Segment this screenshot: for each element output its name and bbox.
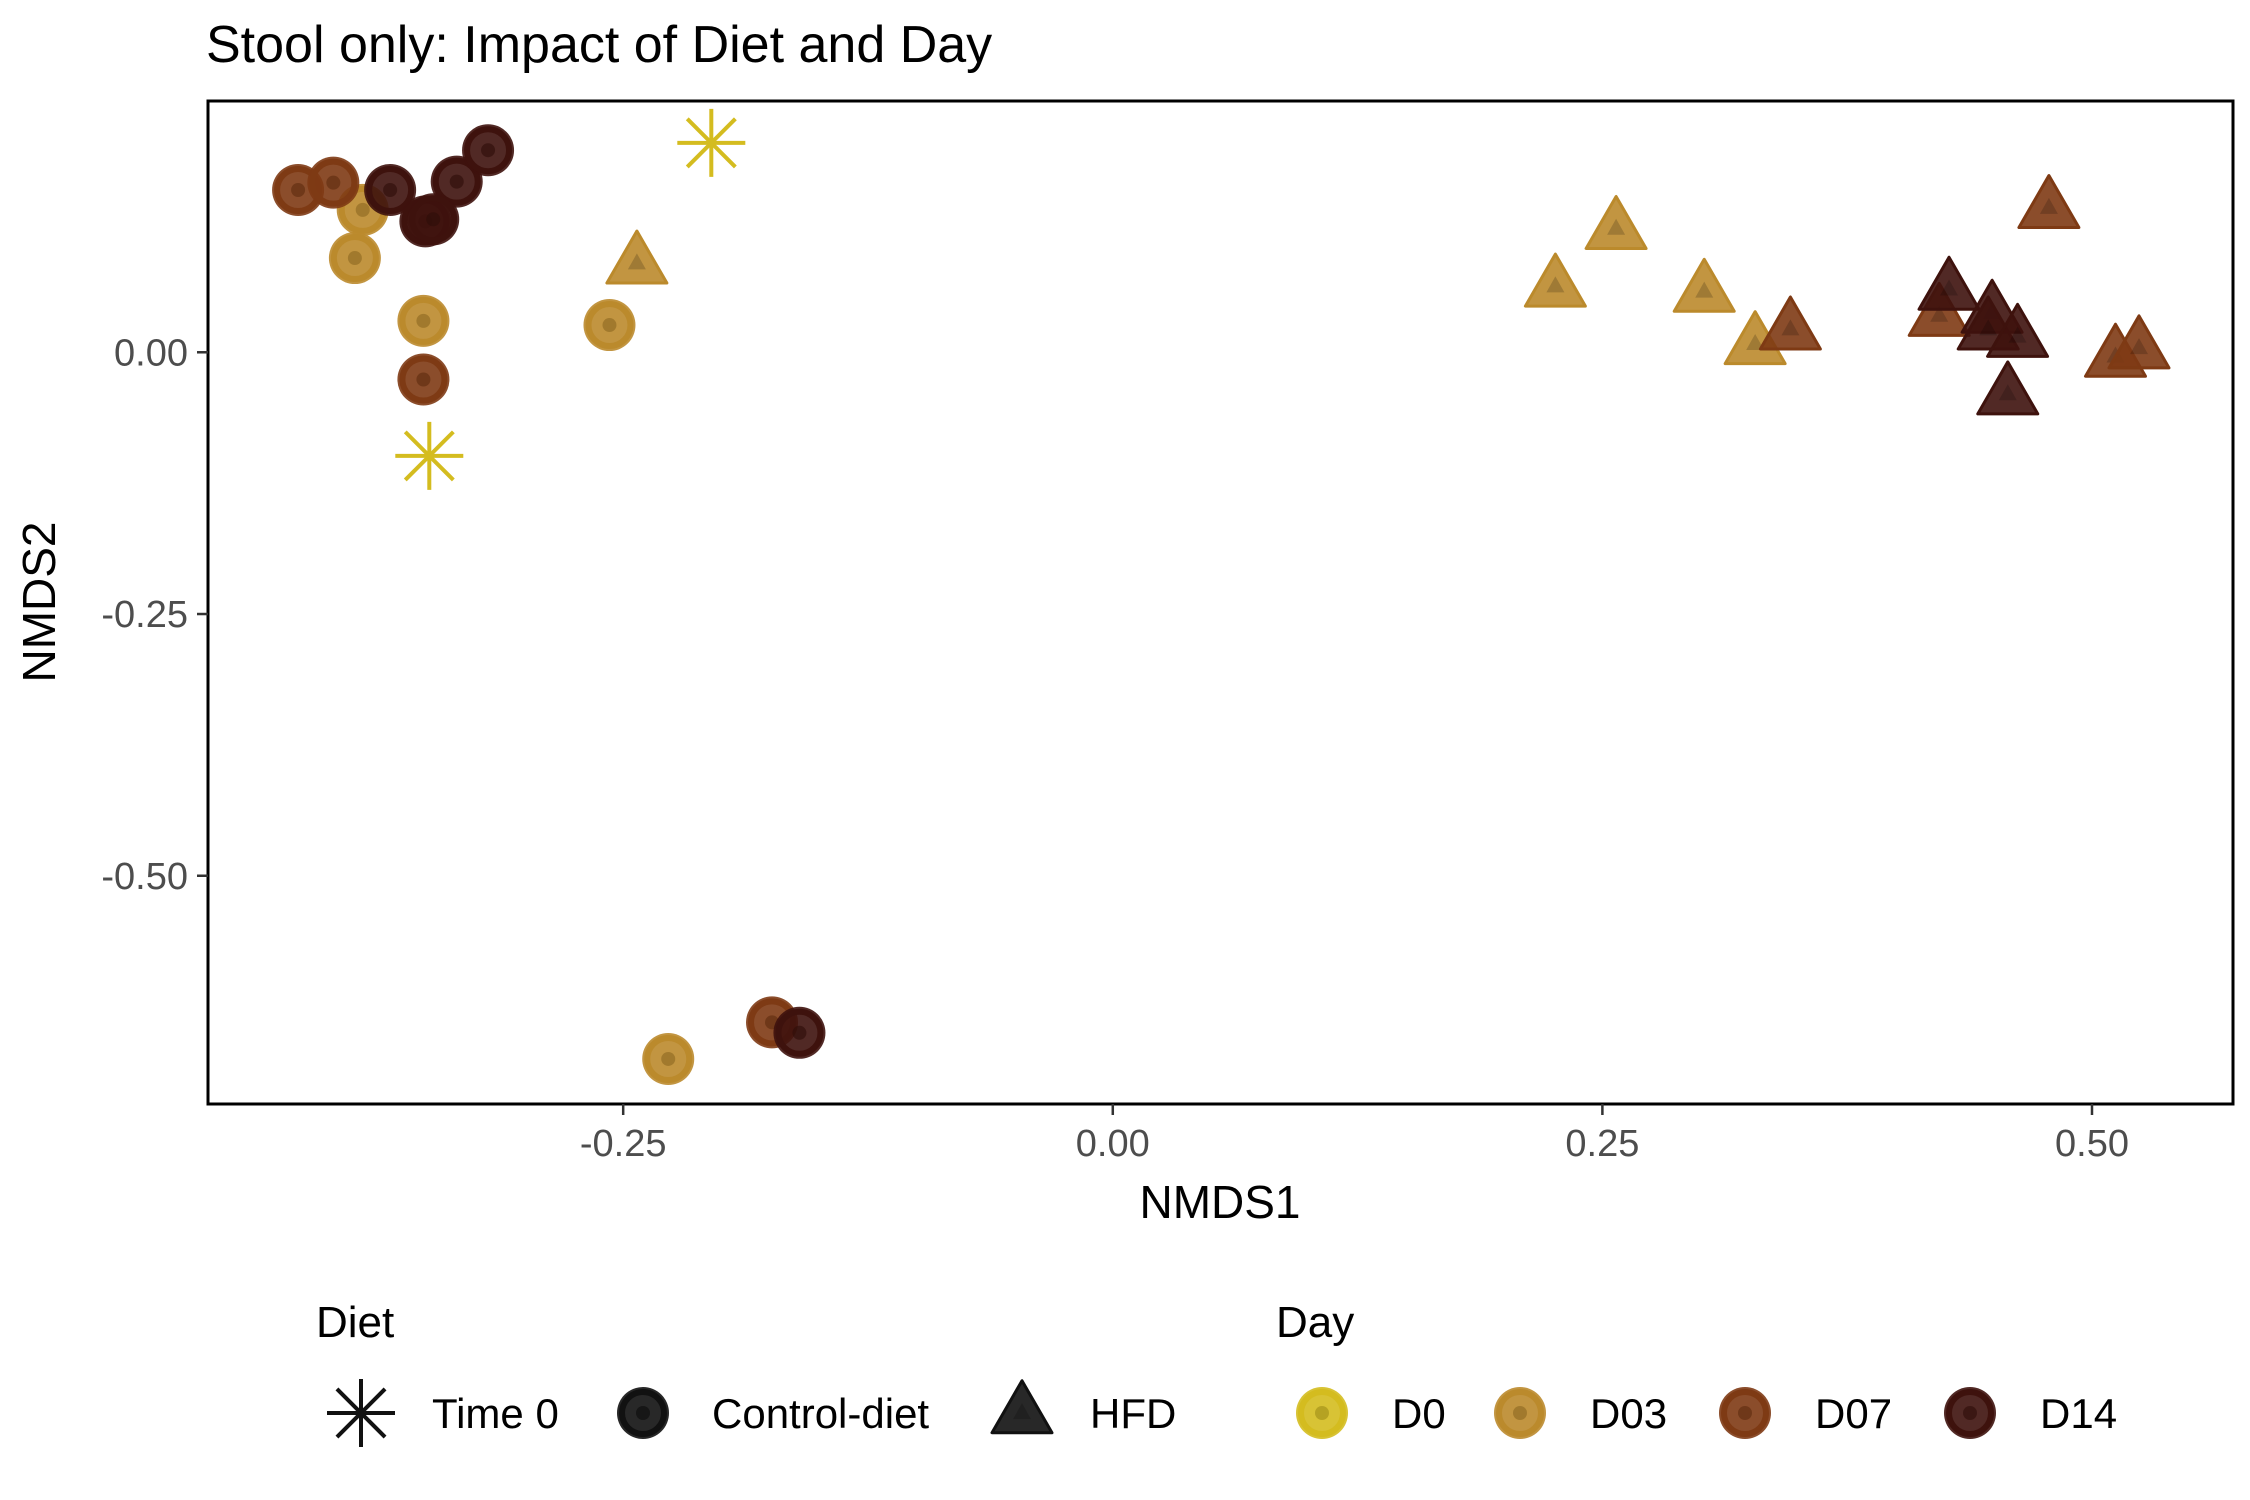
data-point-asterisk-D0 <box>395 421 464 490</box>
data-point-circle-D14 <box>407 193 460 246</box>
legend-day-key-D03 <box>1494 1387 1546 1439</box>
legend-day-key-D07 <box>1719 1387 1771 1439</box>
x-tick-label: 0.00 <box>1076 1123 1150 1165</box>
data-point-triangle-D14 <box>1917 255 1981 311</box>
data-point-triangle-D03 <box>1523 252 1587 308</box>
legend-diet-label-control: Control-diet <box>712 1390 929 1437</box>
y-axis: 0.00 -0.25 -0.50 <box>101 332 208 898</box>
legend-day-label-D07: D07 <box>1815 1390 1892 1437</box>
data-point-triangle-D03 <box>1584 194 1648 250</box>
legend-day-title: Day <box>1276 1298 1354 1347</box>
x-tick-label: 0.25 <box>1565 1123 1639 1165</box>
y-tick-label: -0.25 <box>101 594 188 636</box>
data-points <box>272 108 2171 1085</box>
legend-day: Day D0 D03 D07 D14 <box>1276 1298 2117 1439</box>
data-point-circle-D14 <box>773 1006 826 1059</box>
legend-diet-title: Diet <box>316 1298 394 1347</box>
data-point-circle-D03 <box>397 294 450 347</box>
data-point-circle-D03 <box>583 299 636 352</box>
chart-title: Stool only: Impact of Diet and Day <box>206 16 992 74</box>
x-axis: -0.25 0.00 0.25 0.50 <box>580 1104 2129 1165</box>
legend-day-label-D0: D0 <box>1392 1390 1446 1437</box>
x-axis-title: NMDS1 <box>1139 1176 1300 1228</box>
data-point-asterisk-D0 <box>677 108 746 177</box>
y-tick-label: -0.50 <box>101 856 188 898</box>
x-tick-label: -0.25 <box>580 1123 667 1165</box>
data-point-circle-D03 <box>328 232 381 285</box>
legend-diet-key-time0 <box>327 1379 395 1447</box>
data-point-circle-D07 <box>307 156 360 209</box>
legend-diet-label-time0: Time 0 <box>432 1390 559 1437</box>
data-point-triangle-D07 <box>2017 174 2081 230</box>
data-point-triangle-D14 <box>1986 302 2050 358</box>
legend-day-label-D03: D03 <box>1590 1390 1667 1437</box>
y-tick-label: 0.00 <box>114 332 188 374</box>
data-point-triangle-D07 <box>1758 295 1822 351</box>
legend-diet-key-hfd <box>990 1379 1054 1435</box>
data-point-circle-D14 <box>364 163 417 216</box>
data-point-triangle-D03 <box>1672 257 1736 313</box>
data-point-triangle-D14 <box>1976 360 2040 416</box>
legend-diet-key-control <box>617 1387 669 1439</box>
x-tick-label: 0.50 <box>2055 1123 2129 1165</box>
data-point-triangle-D07 <box>2107 314 2171 370</box>
legend-day-key-D14 <box>1944 1387 1996 1439</box>
legend-day-label-D14: D14 <box>2040 1390 2117 1437</box>
y-axis-title: NMDS2 <box>13 521 65 682</box>
legend-day-key-D0 <box>1296 1387 1348 1439</box>
data-point-circle-D14 <box>462 124 515 177</box>
plot-panel <box>206 99 2235 1106</box>
data-point-circle-D03 <box>642 1032 695 1085</box>
data-point-triangle-D03 <box>605 229 669 285</box>
legend-diet: Diet Time 0 Control-diet HFD <box>316 1298 1176 1447</box>
data-point-circle-D07 <box>397 353 450 406</box>
legend-diet-label-hfd: HFD <box>1090 1390 1176 1437</box>
